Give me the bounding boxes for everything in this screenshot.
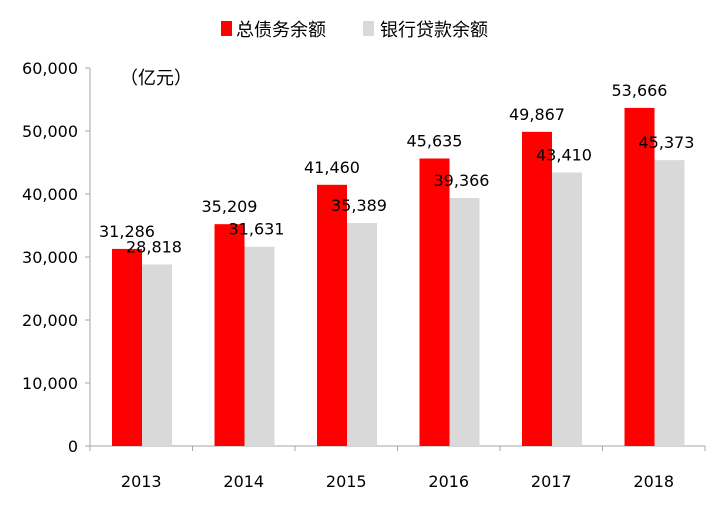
data-label-bank-loans: 45,373 <box>639 133 695 152</box>
y-tick-label: 50,000 <box>22 122 78 141</box>
x-tick-label: 2015 <box>326 472 367 491</box>
data-label-bank-loans: 43,410 <box>536 146 592 165</box>
bar-bank-loans <box>244 246 275 446</box>
legend-swatch-total-debt <box>221 21 232 36</box>
bar-bank-loans <box>449 197 480 446</box>
x-tick-label: 2018 <box>633 472 674 491</box>
y-tick-label: 30,000 <box>22 248 78 267</box>
data-label-total-debt: 31,286 <box>99 222 155 241</box>
data-label-bank-loans: 28,818 <box>126 237 182 256</box>
bar-bank-loans <box>142 264 172 446</box>
x-tick-label: 2016 <box>428 472 469 491</box>
x-tick-label: 2013 <box>121 472 162 491</box>
legend-swatch-bank-loans <box>363 21 374 36</box>
y-tick-label: 0 <box>68 437 78 456</box>
data-label-bank-loans: 39,366 <box>434 171 490 190</box>
bar-bank-loans <box>552 172 582 446</box>
legend: 总债务余额 银行贷款余额 <box>221 20 488 41</box>
y-tick-label: 60,000 <box>22 59 78 78</box>
x-tick-label: 2017 <box>531 472 572 491</box>
data-label-total-debt: 45,635 <box>407 131 463 150</box>
unit-label: （亿元） <box>120 68 192 89</box>
legend-label-total-debt: 总债务余额 <box>236 20 326 41</box>
bar-total-debt <box>112 248 142 446</box>
bar-bank-loans <box>654 160 685 447</box>
y-tick-label: 10,000 <box>22 374 78 393</box>
bar-bank-loans <box>347 223 377 446</box>
bar-total-debt <box>317 184 347 446</box>
bars <box>112 107 685 447</box>
y-tick-label: 20,000 <box>22 311 78 330</box>
data-label-total-debt: 53,666 <box>612 81 668 100</box>
axes: 0 10,000 20,000 30,000 40,000 50,000 60,000 201… <box>22 59 706 491</box>
x-tick-label: 2014 <box>223 472 264 491</box>
y-tick-label: 40,000 <box>22 185 78 204</box>
legend-label-bank-loans: 银行贷款余额 <box>380 20 488 41</box>
bar-total-debt <box>419 158 450 446</box>
bar-total-debt <box>214 224 245 446</box>
data-label-bank-loans: 35,389 <box>331 196 387 215</box>
data-label-bank-loans: 31,631 <box>229 220 285 239</box>
bar-total-debt <box>624 107 655 446</box>
data-label-total-debt: 49,867 <box>509 105 565 124</box>
bar-total-debt <box>522 131 552 447</box>
data-label-total-debt: 35,209 <box>202 197 258 216</box>
data-label-total-debt: 41,460 <box>304 158 360 177</box>
